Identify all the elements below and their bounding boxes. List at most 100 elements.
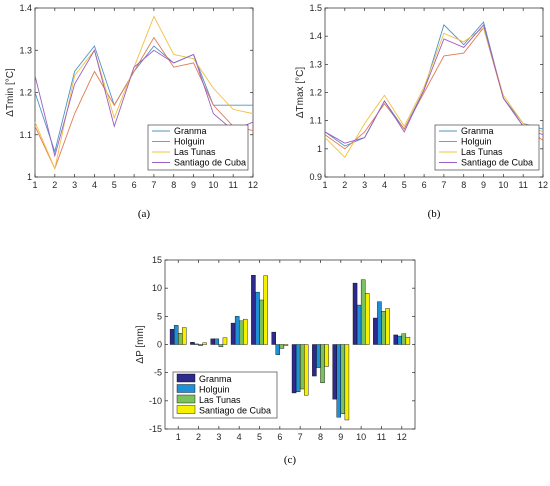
y-tick-label: 1 <box>317 144 322 154</box>
x-tick-label: 9 <box>338 432 343 442</box>
bar-2-0 <box>178 333 183 345</box>
chart-b: 0.911.11.21.31.41.51 2 3 4 5 6 7 8 9 10 11 12ΔTmax … <box>295 3 548 220</box>
x-tick-label: 11 <box>377 432 386 442</box>
bar-1-7 <box>316 344 321 368</box>
bar-2-4 <box>259 299 264 345</box>
bar-3-7 <box>324 344 329 367</box>
chart-caption: (b) <box>428 208 441 220</box>
bar-3-4 <box>263 275 268 345</box>
bar-1-6 <box>295 344 301 393</box>
bar-2-5 <box>279 344 285 349</box>
bar-0-1 <box>190 342 195 345</box>
legend-label-0: Granma <box>461 126 494 136</box>
x-tick-label: 3 <box>72 180 77 190</box>
x-tick-label: 2 <box>342 180 347 190</box>
y-tick-label: 1.3 <box>19 45 32 55</box>
legend-label-1: Holguin <box>461 137 492 147</box>
series-line-3 <box>34 49 254 158</box>
y-tick-label: -10 <box>149 396 162 406</box>
y-tick-label: -15 <box>149 424 162 434</box>
x-tick-label: 12 <box>248 180 258 190</box>
bar-2-3 <box>238 320 244 345</box>
x-tick-label: 6 <box>132 180 137 190</box>
x-tick-label: 8 <box>171 180 176 190</box>
series-line-3 <box>324 23 544 144</box>
bar-0-9 <box>352 282 358 345</box>
bar-1-10 <box>377 301 382 345</box>
bar-1-1 <box>194 343 199 345</box>
x-tick-label: 1 <box>32 180 37 190</box>
bar-0-5 <box>271 331 276 345</box>
x-tick-label: 6 <box>422 180 427 190</box>
bar-3-6 <box>304 344 309 396</box>
y-tick-label: 1.4 <box>19 3 32 13</box>
x-tick-label: 12 <box>397 432 407 442</box>
x-tick-label: 4 <box>237 432 242 442</box>
x-tick-label: 2 <box>52 180 57 190</box>
legend-swatch-2 <box>176 394 196 404</box>
bar-1-4 <box>255 291 260 345</box>
bar-3-11 <box>405 336 411 345</box>
x-tick-label: 7 <box>441 180 446 190</box>
x-tick-label: 11 <box>229 180 238 190</box>
legend-label-0: Granma <box>174 126 207 136</box>
bar-3-1 <box>202 342 207 345</box>
x-tick-label: 1 <box>176 432 181 442</box>
y-tick-label: 5 <box>157 311 162 321</box>
bar-1-3 <box>234 316 240 345</box>
y-tick-label: 1.5 <box>309 3 322 13</box>
bar-2-10 <box>381 311 386 345</box>
bar-0-7 <box>312 344 317 377</box>
bar-0-10 <box>373 317 378 345</box>
bar-1-2 <box>214 338 220 345</box>
x-tick-label: 1 <box>322 180 327 190</box>
y-tick-label: 0 <box>157 340 162 350</box>
y-tick-label: 0.9 <box>309 172 322 182</box>
x-tick-label: 3 <box>362 180 367 190</box>
chart-caption: (c) <box>284 454 297 466</box>
y-tick-label: 1.4 <box>309 31 322 41</box>
x-tick-label: 11 <box>519 180 528 190</box>
y-axis-label: ΔTmin [°C] <box>5 68 16 117</box>
bar-0-11 <box>393 334 398 345</box>
bar-2-1 <box>198 344 203 346</box>
bar-3-8 <box>344 344 350 421</box>
legend-label-1: Holguin <box>199 385 230 395</box>
bar-3-0 <box>182 327 187 345</box>
legend-label-2: Las Tunas <box>199 395 241 405</box>
series-line-1 <box>34 36 254 170</box>
bar-2-6 <box>299 344 305 390</box>
legend-label-2: Las Tunas <box>174 147 216 157</box>
bar-0-6 <box>291 344 297 394</box>
x-tick-label: 10 <box>498 180 508 190</box>
y-tick-label: -5 <box>154 368 162 378</box>
x-tick-label: 12 <box>538 180 548 190</box>
legend-swatch-1 <box>176 384 196 393</box>
x-tick-label: 5 <box>257 432 262 442</box>
bar-3-3 <box>243 318 248 345</box>
series-line-2 <box>34 15 254 171</box>
x-tick-label: 9 <box>191 180 196 190</box>
x-tick-label: 4 <box>92 180 97 190</box>
x-tick-label: 10 <box>208 180 218 190</box>
bar-2-2 <box>218 344 224 347</box>
bar-1-8 <box>336 344 342 418</box>
x-tick-label: 4 <box>382 180 387 190</box>
bar-2-8 <box>340 344 346 414</box>
bar-0-2 <box>210 338 215 345</box>
x-tick-label: 10 <box>356 432 366 442</box>
legend-swatch-0 <box>176 373 196 383</box>
x-tick-label: 7 <box>298 432 303 442</box>
y-axis-label: ΔTmax [°C] <box>295 67 306 118</box>
x-tick-label: 9 <box>481 180 486 190</box>
legend-label-3: Santiago de Cuba <box>199 406 271 416</box>
legend-label-1: Holguin <box>174 137 205 147</box>
x-tick-label: 2 <box>196 432 201 442</box>
y-tick-label: 15 <box>152 255 162 265</box>
series-line-2 <box>324 26 544 159</box>
